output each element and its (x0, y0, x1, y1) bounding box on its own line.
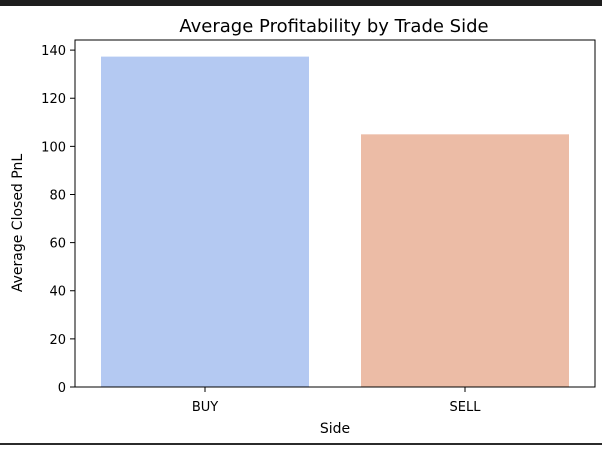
plot-area: BUY SELL 0 20 40 60 80 100 120 140 (41, 39, 596, 415)
y-tick-label: 60 (49, 237, 66, 252)
y-tick-label: 100 (41, 140, 66, 155)
y-tick-label: 20 (49, 333, 66, 348)
x-axis-label: Side (320, 421, 350, 437)
y-tick-label: 80 (49, 188, 66, 203)
x-tick-label-buy: BUY (192, 400, 218, 415)
y-tick-label: 140 (41, 44, 66, 59)
y-tick-label: 0 (58, 381, 66, 396)
notebook-header-strip (0, 0, 602, 6)
axes-frame (74, 39, 596, 388)
y-tick-label: 120 (41, 92, 66, 107)
bar-buy (101, 56, 309, 387)
x-tick-label-sell: SELL (450, 400, 482, 415)
y-tick-label: 40 (49, 285, 66, 300)
cell-separator (0, 443, 602, 445)
bar-sell (361, 134, 569, 387)
chart-title: Average Profitability by Trade Side (179, 16, 488, 37)
y-axis-label: Average Closed PnL (10, 154, 26, 292)
